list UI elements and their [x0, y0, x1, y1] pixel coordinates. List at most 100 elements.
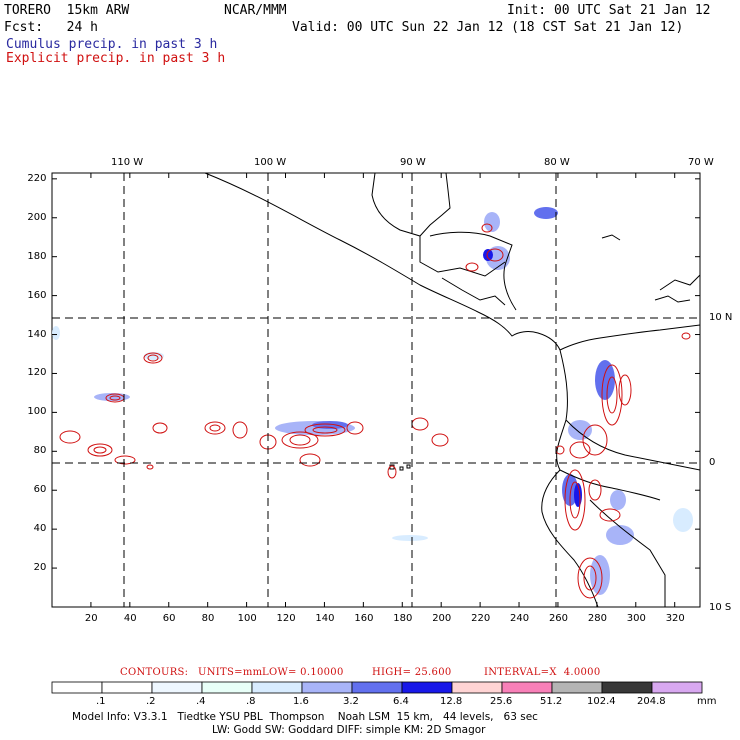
legend-swatch: [551, 681, 603, 694]
legend-swatch: [151, 681, 203, 694]
x-tick-label: 100: [237, 613, 257, 624]
x-tick-label: 180: [393, 613, 413, 624]
contours-interval: INTERVAL=X 4.0000: [484, 667, 601, 678]
cumulus-area: [606, 525, 634, 545]
cumulus-area: [610, 490, 626, 510]
contour: [232, 421, 248, 439]
border-central-america: [441, 277, 506, 306]
cumulus-area: [484, 212, 500, 232]
lon-label: 70 W: [688, 157, 714, 168]
map-frame: [51, 172, 701, 608]
coastline-caribbean: [429, 231, 517, 311]
legend-label: .2: [146, 696, 156, 707]
y-tick-label: 100: [27, 406, 47, 418]
legend-label: 1.6: [293, 696, 309, 707]
explicit-contours: [59, 223, 691, 599]
y-tick-label: 140: [27, 328, 47, 340]
contours-units: UNITS=mm: [198, 667, 263, 678]
x-tick-label: 120: [276, 613, 296, 624]
contour: [486, 248, 504, 262]
contour: [569, 481, 581, 519]
cumulus-area: [673, 508, 693, 532]
cumulus-area: [52, 326, 60, 340]
x-tick-label: 160: [354, 613, 374, 624]
lat-label: 10 S: [709, 602, 732, 613]
contours-low: LOW= 0.10000: [262, 667, 344, 678]
y-tick-label: 200: [27, 211, 47, 223]
coastline-lake: [659, 274, 701, 291]
coastline-islands: [601, 234, 621, 241]
legend-swatch: [601, 681, 653, 694]
legend-swatch: [451, 681, 503, 694]
lon-label: 110 W: [111, 157, 144, 168]
border-central-america: [419, 236, 506, 277]
x-tick-label: 240: [510, 613, 530, 624]
contour: [146, 464, 154, 470]
contour: [569, 441, 591, 459]
contour: [601, 364, 623, 426]
lat-label: 0: [709, 457, 716, 468]
forecast-hour: Fcst: 24 h: [4, 20, 98, 35]
lat-lon-grid: [52, 173, 700, 607]
contour: [109, 395, 121, 401]
y-tick-label: 60: [33, 484, 47, 496]
valid-time: Valid: 00 UTC Sun 22 Jan 12 (18 CST Sat …: [292, 20, 684, 35]
y-tick-label: 220: [27, 172, 47, 184]
legend-swatch: [101, 681, 153, 694]
y-tick-label: 40: [33, 523, 47, 535]
border-south-america: [589, 499, 666, 607]
contour: [204, 421, 226, 435]
contour: [299, 453, 321, 467]
model-name: TORERO 15km ARW: [4, 3, 130, 18]
legend-label: 6.4: [393, 696, 409, 707]
coastline-yucatan: [371, 172, 451, 237]
border-south-america: [565, 419, 701, 471]
contours-label: CONTOURS:: [120, 667, 189, 678]
contour: [564, 469, 586, 531]
organization: NCAR/MMM: [224, 3, 287, 18]
coastlines: [204, 172, 701, 608]
contour: [618, 374, 632, 406]
contour: [681, 332, 691, 340]
x-tick-label: 40: [123, 613, 137, 624]
legend-swatch: [251, 681, 303, 694]
contour: [93, 446, 107, 454]
contour: [147, 354, 159, 362]
legend-swatch: [401, 681, 453, 694]
contour: [87, 443, 113, 457]
legend-label: .8: [246, 696, 256, 707]
contour: [281, 431, 319, 449]
y-tick-label: 160: [27, 289, 47, 301]
contour: [209, 424, 221, 432]
coastline-islands: [654, 295, 691, 303]
x-tick-label: 60: [162, 613, 176, 624]
x-tick-label: 140: [315, 613, 335, 624]
contour: [465, 262, 479, 272]
legend-swatch: [51, 681, 103, 694]
cumulus-area: [534, 207, 558, 219]
cumulus-area: [595, 360, 615, 400]
y-tick-label: 120: [27, 367, 47, 379]
legend-label: 102.4: [587, 696, 616, 707]
contour: [143, 352, 163, 364]
x-tick-label: 300: [626, 613, 646, 624]
cumulus-area: [483, 249, 493, 261]
x-tick-label: 20: [84, 613, 98, 624]
border-south-america: [559, 469, 661, 501]
legend-swatch: [201, 681, 253, 694]
contour: [481, 223, 493, 233]
x-tick-label: 200: [432, 613, 452, 624]
island-galapagos: [406, 464, 411, 469]
model-info-line1: Model Info: V3.3.1 Tiedtke YSU PBL Thomp…: [72, 711, 538, 723]
contour: [599, 508, 621, 522]
legend-label: .1: [96, 696, 106, 707]
legend-swatch: [501, 681, 553, 694]
coastline-south-america: [541, 349, 599, 608]
contour: [606, 376, 618, 414]
y-tick-label: 180: [27, 250, 47, 262]
legend-swatch: [651, 681, 703, 694]
legend-label: 51.2: [540, 696, 563, 707]
contour: [583, 565, 597, 591]
x-tick-label: 220: [471, 613, 491, 624]
